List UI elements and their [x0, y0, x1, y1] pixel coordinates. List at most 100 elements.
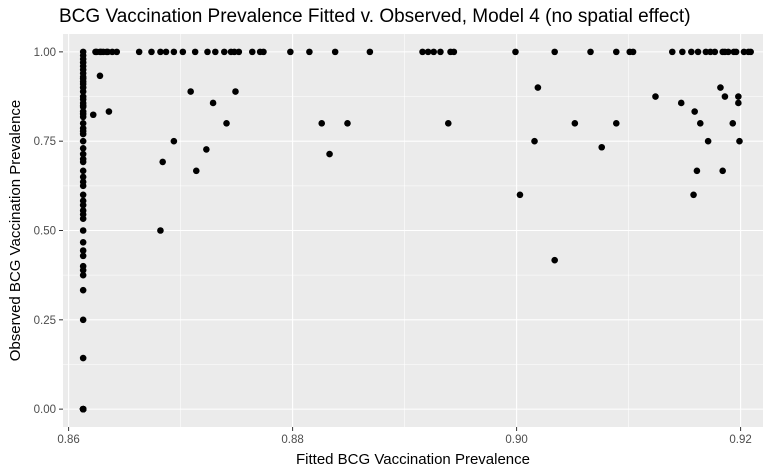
data-point: [79, 103, 87, 111]
data-point: [105, 108, 113, 115]
data-point: [690, 191, 697, 199]
data-point: [148, 48, 155, 56]
data-point: [735, 93, 742, 100]
data-point: [571, 120, 579, 127]
data-points: [79, 48, 754, 413]
data-point: [79, 173, 87, 181]
data-point: [696, 120, 704, 127]
data-point: [79, 316, 87, 324]
data-point: [79, 405, 87, 413]
data-point: [79, 354, 87, 362]
data-point: [450, 48, 458, 56]
data-point: [612, 120, 620, 127]
data-point: [693, 167, 701, 175]
data-point: [287, 48, 294, 56]
x-axis-title: Fitted BCG Vaccination Prevalence: [296, 451, 530, 468]
data-point: [79, 145, 87, 152]
data-point: [366, 48, 374, 56]
data-point: [179, 48, 187, 56]
data-point: [79, 137, 87, 145]
data-point: [209, 99, 217, 107]
data-point: [437, 48, 444, 56]
data-point: [162, 48, 170, 56]
data-point: [531, 137, 538, 145]
data-point: [679, 48, 686, 56]
data-point: [232, 88, 239, 95]
data-point: [331, 48, 339, 56]
data-point: [79, 271, 87, 279]
data-point: [157, 227, 164, 234]
data-point: [732, 48, 740, 56]
data-point: [135, 48, 143, 56]
data-point: [717, 84, 724, 91]
data-point: [159, 158, 166, 166]
y-tick-label: 1.00: [34, 47, 56, 59]
data-point: [157, 48, 164, 56]
data-point: [212, 48, 219, 56]
data-point: [724, 48, 732, 56]
data-point: [187, 88, 194, 95]
data-point: [79, 191, 87, 199]
y-axis-title: Observed BCG Vaccination Prevalence: [7, 100, 24, 362]
data-point: [587, 48, 594, 56]
data-point: [220, 48, 228, 56]
data-point: [430, 48, 438, 56]
y-tick-label: 0.25: [34, 315, 56, 327]
data-point: [223, 120, 230, 127]
data-point: [344, 120, 351, 127]
data-point: [735, 99, 742, 107]
x-tick-label: 0.92: [729, 434, 751, 446]
data-point: [248, 48, 256, 56]
data-point: [677, 99, 685, 107]
data-point: [598, 143, 606, 151]
data-point: [79, 158, 87, 166]
data-point: [79, 215, 87, 223]
data-point: [97, 48, 105, 56]
data-point: [704, 137, 712, 145]
data-point: [79, 266, 87, 274]
data-point: [694, 48, 702, 56]
data-point: [534, 84, 542, 91]
data-point: [192, 167, 200, 175]
data-point: [79, 247, 87, 254]
data-point: [79, 167, 87, 175]
data-point: [721, 93, 729, 100]
data-point: [629, 48, 637, 56]
x-tick-label: 0.88: [281, 434, 303, 446]
data-point: [79, 286, 87, 294]
data-point: [79, 252, 87, 260]
data-point: [736, 137, 743, 145]
data-point: [113, 48, 121, 56]
data-point: [419, 48, 426, 56]
data-point: [170, 48, 178, 56]
y-tick-label: 0.75: [34, 136, 56, 148]
data-point: [326, 150, 333, 158]
data-point: [170, 137, 178, 145]
data-point: [652, 93, 659, 100]
data-point: [235, 48, 243, 56]
data-point: [688, 48, 695, 56]
data-point: [191, 48, 199, 56]
data-point: [729, 120, 737, 127]
data-point: [668, 48, 676, 56]
data-point: [747, 48, 754, 56]
data-point: [79, 201, 87, 209]
data-point: [203, 146, 210, 153]
data-point: [103, 48, 110, 56]
data-point: [89, 111, 97, 119]
data-point: [551, 48, 558, 56]
data-point: [79, 130, 87, 138]
data-point: [516, 191, 524, 199]
data-point: [79, 182, 87, 190]
data-point: [79, 238, 87, 246]
data-point: [79, 227, 87, 234]
data-point: [612, 48, 620, 56]
y-tick-label: 0.50: [34, 226, 56, 238]
data-point: [79, 88, 87, 95]
x-tick-label: 0.90: [505, 434, 527, 446]
data-point: [204, 48, 211, 56]
data-point: [691, 108, 698, 115]
y-tick-label: 0.00: [34, 404, 56, 416]
data-point: [711, 48, 719, 56]
